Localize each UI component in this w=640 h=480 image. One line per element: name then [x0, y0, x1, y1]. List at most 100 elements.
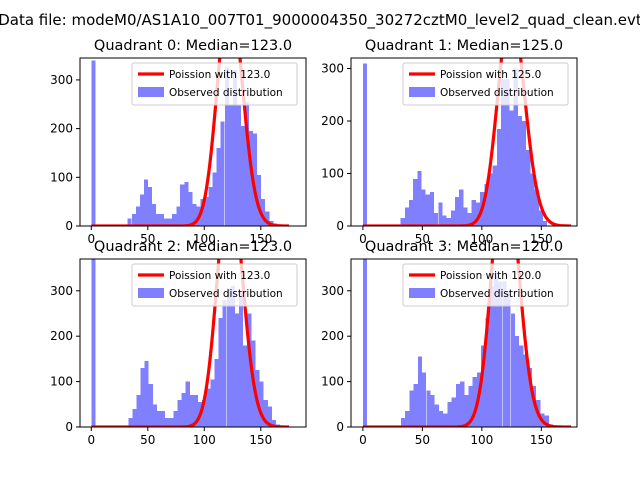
quadrant-3-bar [451, 397, 456, 427]
quadrant-1-bar [492, 165, 497, 226]
quadrant-2-xtick-label: 0 [87, 433, 95, 447]
quadrant-0-bar [160, 213, 165, 226]
quadrant-2-bar [169, 417, 174, 427]
quadrant-2-bar [202, 399, 207, 427]
quadrant-2-bar [210, 379, 215, 427]
quadrant-2-bar [144, 361, 149, 427]
quadrant-3-bar [506, 290, 511, 427]
quadrant-0-xtick-label: 0 [87, 232, 95, 246]
quadrant-2-bar [177, 399, 182, 427]
quadrant-3-xtick-label: 100 [470, 433, 493, 447]
quadrant-1-bars [362, 63, 548, 226]
quadrant-3-bar [544, 415, 549, 427]
quadrant-2-bar [218, 318, 223, 427]
figure-suptitle: Data file: modeM0/AS1A10_007T01_90000043… [0, 11, 640, 30]
quadrant-1-bar [404, 207, 409, 226]
quadrant-3-bar [434, 404, 439, 427]
quadrant-2-frame [79, 258, 307, 428]
quadrant-0-bar [265, 211, 270, 226]
quadrant-2-bar [259, 381, 264, 427]
quadrant-3-bar [417, 356, 423, 427]
quadrant-0-bar [188, 191, 193, 226]
quadrant-2-bar [234, 313, 240, 427]
quadrant-2-bar [189, 395, 194, 427]
quadrant-0-bar [143, 179, 148, 226]
quadrant-1-xtick-label: 150 [530, 232, 553, 246]
quadrant-2-bar [263, 399, 268, 427]
quadrant-1-title: Quadrant 1: Median=125.0 [365, 38, 563, 54]
quadrant-1-frame [350, 57, 578, 227]
quadrant-1-legend-bar-swatch [409, 87, 435, 97]
quadrant-1-bar [513, 68, 518, 226]
quadrant-0-bar [240, 126, 245, 226]
quadrant-0-bar [131, 213, 136, 226]
quadrant-0-bar [208, 187, 213, 226]
quadrant-3-legend-bar-label: Observed distribution [440, 288, 554, 300]
quadrant-1-bar [526, 149, 531, 226]
quadrant-0-bar [204, 196, 209, 226]
quadrant-3-xtick-label: 0 [359, 433, 367, 447]
quadrant-0-ytick-label: 0 [65, 219, 73, 233]
quadrant-1-bar [408, 199, 414, 226]
quadrant-1-legend: Poission with 125.0 Observed distribution [402, 62, 569, 106]
quadrant-0-bar [127, 218, 132, 226]
quadrant-3-bar [362, 259, 368, 427]
quadrant-0-bar [151, 204, 157, 226]
quadrant-3-title: Quadrant 3: Median=120.0 [365, 239, 563, 255]
quadrant-0-bar [216, 148, 221, 226]
quadrant-3-bar [502, 281, 507, 427]
quadrant-0-bar [232, 70, 237, 226]
quadrant-1-bar [413, 178, 418, 226]
quadrant-1-bar [534, 189, 539, 226]
quadrant-0-legend-bar-swatch [138, 87, 164, 97]
quadrant-3-bar [400, 417, 406, 427]
quadrant-2-ytick-label: 0 [65, 420, 73, 434]
quadrant-0-chart: 0 50 100 150 0 100 200 300 Quadrant 0: Median=12… [50, 38, 307, 246]
quadrant-2-chart: 0 50 100 150 0 100 200 300 Quadrant 2: Median=12… [50, 239, 307, 447]
quadrant-1-bar [455, 197, 460, 226]
quadrant-2-bar [239, 290, 244, 427]
quadrant-1-bar [488, 173, 493, 226]
quadrant-0-title: Quadrant 0: Median=123.0 [94, 38, 292, 54]
quadrant-3-bar [510, 313, 515, 427]
quadrant-2-bar [206, 388, 211, 427]
quadrant-0-bar [184, 182, 189, 226]
quadrant-1-bar [446, 218, 451, 226]
quadrant-3-xtick-label: 150 [530, 433, 553, 447]
quadrant-2-legend-box [131, 263, 298, 307]
quadrant-2-bar [173, 411, 178, 427]
quadrant-2-bar [247, 313, 252, 427]
quadrant-1-bar [463, 207, 468, 226]
quadrant-1-legend-line-label: Poission with 125.0 [440, 69, 541, 81]
quadrant-1-bar [475, 202, 481, 226]
quadrant-0-xtick-label: 50 [140, 232, 155, 246]
quadrant-3-bar [405, 411, 410, 427]
quadrant-2-legend-bar-label: Observed distribution [169, 288, 283, 300]
quadrant-3-poisson-line [362, 259, 572, 427]
quadrant-1-bar [509, 110, 514, 226]
quadrant-3-bar [493, 272, 499, 427]
quadrant-0-bar [253, 133, 258, 226]
quadrant-3-bar [519, 345, 524, 427]
quadrant-3-bar [464, 395, 469, 427]
quadrant-1-bar [362, 63, 368, 226]
subplot-grid: 0 50 100 150 0 100 200 300 Quadrant 0: Median=12… [50, 38, 578, 447]
quadrant-0-bar [236, 104, 242, 226]
quadrant-3-legend-bar-swatch [409, 288, 435, 298]
quadrant-3-bar [481, 345, 486, 427]
quadrant-0-legend: Poission with 123.0 Observed distribution [131, 62, 298, 106]
quadrant-1-legend-bar-label: Observed distribution [440, 87, 554, 99]
quadrant-1-bar [438, 202, 443, 226]
quadrant-1-legend-box [402, 62, 569, 106]
quadrant-2-legend-line-label: Poission with 123.0 [169, 270, 270, 282]
quadrant-3-xtick-label: 50 [415, 433, 430, 447]
quadrant-1-bar [459, 189, 464, 226]
quadrant-0-bar [147, 187, 152, 226]
quadrant-1-bar [442, 215, 447, 226]
quadrant-2-bar [181, 392, 186, 427]
quadrant-0-bar [168, 218, 173, 226]
quadrant-3-bar [413, 383, 418, 427]
quadrant-2-ytick-label: 100 [50, 375, 73, 389]
quadrant-1-bar [505, 79, 510, 226]
quadrant-0-poisson-line [90, 58, 290, 226]
